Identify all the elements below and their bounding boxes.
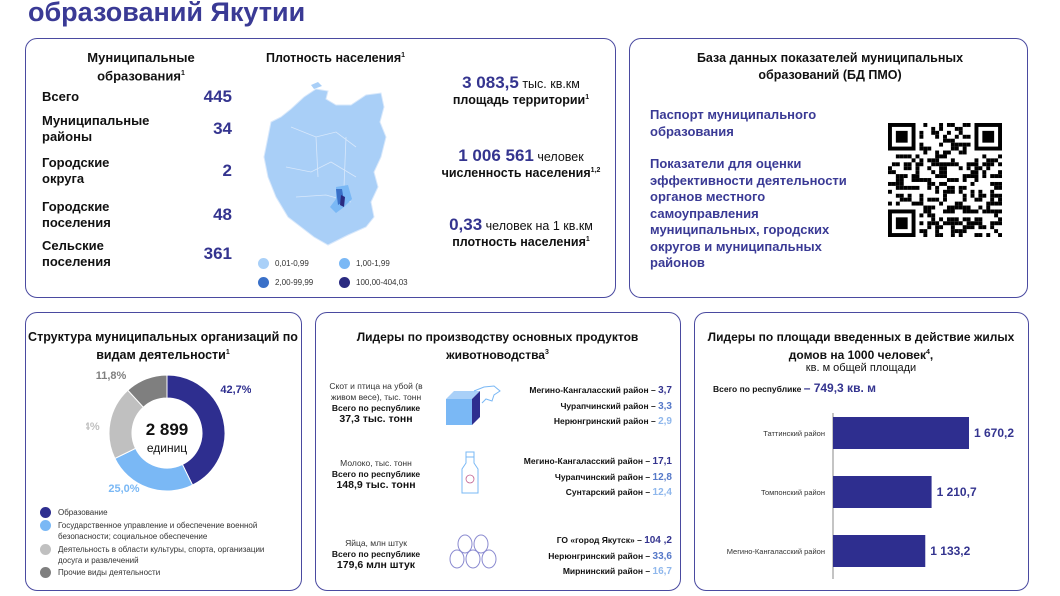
eggs-leaders: ГО «город Якутск» – 104 ,2 Нерюнгринский… xyxy=(472,533,672,580)
milk-bottle-icon xyxy=(461,451,479,494)
legend-swatch xyxy=(40,520,51,531)
bar xyxy=(833,417,969,449)
leader-row: Мирнинский район – 16,7 xyxy=(562,566,672,577)
donut-legend-item: Государственное управление и обеспечение… xyxy=(40,520,290,542)
db-heading: База данных показателей муниципальных об… xyxy=(696,51,964,82)
donut-center-value: 2 899 xyxy=(145,420,189,439)
donut-legend-item: Деятельность в области культуры, спорта,… xyxy=(40,544,290,566)
qr-code-icon[interactable] xyxy=(888,123,1002,237)
meat-cube-cow-icon xyxy=(446,385,501,425)
livestock-panel: Лидеры по производству основных продукто… xyxy=(315,312,681,591)
legend-swatch xyxy=(258,277,269,288)
map-legend-item: 2,00-99,99 xyxy=(258,277,313,288)
mo-value-districts: 34 xyxy=(213,119,232,138)
structure-donut-chart: 42,7% 25,0% 20,4% 11,8% xyxy=(86,370,251,495)
donut-slice-label: 20,4% xyxy=(86,421,100,433)
housing-panel: Лидеры по площади введенных в действие ж… xyxy=(694,312,1029,591)
leader-row: Нерюнгринский район – 33,6 xyxy=(548,550,672,562)
livestock-meat-label: Скот и птица на убой (в живом весе), тыс… xyxy=(329,381,423,425)
stat-area: 3 083,5 тыс. кв.км площадь территории1 xyxy=(452,73,590,107)
legend-swatch xyxy=(258,258,269,269)
municipal-heading: Муниципальные образования1 xyxy=(87,50,195,84)
livestock-eggs-label: Яйца, млн штук Всего по республике 179,6 м… xyxy=(331,538,421,571)
bar-value-label: 1 210,7 xyxy=(937,485,977,499)
bar xyxy=(833,476,932,508)
donut-legend-item: Прочие виды деятельности xyxy=(40,567,290,578)
leader-row: Мегино-Кангаласский район – 17,1 xyxy=(523,456,672,467)
leader-row: Чурапчинский район – 3,3 xyxy=(560,400,672,412)
passport-link[interactable]: Паспорт муниципального образования xyxy=(650,107,817,139)
donut-slice xyxy=(166,374,226,486)
legend-swatch xyxy=(339,277,350,288)
mo-row-urban-settlements: Городские поселения xyxy=(42,199,111,230)
mo-value-urban-settlements: 48 xyxy=(213,205,232,224)
mo-row-total: Всего 445 xyxy=(42,87,232,106)
leader-row: Нерюнгринский район – 2,9 xyxy=(553,416,672,427)
mo-value-urban-districts: 2 xyxy=(222,161,232,180)
bar-value-label: 1 670,2 xyxy=(974,426,1014,440)
bar-category-label: Таттинский район xyxy=(763,429,825,438)
legend-swatch xyxy=(40,507,51,518)
leader-row: Сунтарский район – 12,4 xyxy=(565,487,672,498)
livestock-heading: Лидеры по производству основных продукто… xyxy=(356,330,639,362)
donut-legend-item: Образование xyxy=(40,507,290,518)
overview-panel: Муниципальные образования1 Всего 445 Муни… xyxy=(25,38,616,298)
donut-slice-label: 25,0% xyxy=(108,483,139,495)
leader-row: Мегино-Кангаласский район – 3,7 xyxy=(529,385,672,396)
housing-subheading: кв. м общей площади xyxy=(805,362,917,374)
bar-value-label: 1 133,2 xyxy=(930,544,970,558)
map-legend-item: 100,00-404,03 xyxy=(339,277,408,288)
map-legend-item: 0,01-0,99 xyxy=(258,258,309,269)
eggs-icon xyxy=(449,534,497,569)
stat-population: 1 006 561 человек численность населения1,… xyxy=(441,146,601,180)
donut-center-unit: единиц xyxy=(146,441,188,455)
map-legend-item: 1,00-1,99 xyxy=(339,258,390,269)
page-title: образований Якутии xyxy=(28,0,306,27)
housing-bar-chart: Таттинский район 1 670,2 Томпонский район 1… xyxy=(727,413,1014,579)
map-heading: Плотность населения1 xyxy=(266,51,406,65)
legend-swatch xyxy=(40,544,51,555)
mo-row-districts: Муниципальные районы xyxy=(42,113,150,144)
structure-panel: Структура муниципальных организаций по в… xyxy=(25,312,302,591)
legend-swatch xyxy=(339,258,350,269)
bar-category-label: Томпонский район xyxy=(761,488,825,497)
leader-row: ГО «город Якутск» – 104 ,2 xyxy=(556,535,672,546)
stat-density: 0,33 человек на 1 кв.км плотность населен… xyxy=(449,215,593,249)
housing-total: Всего по республике – 749,3 кв. м xyxy=(713,381,876,395)
structure-heading: Структура муниципальных организаций по в… xyxy=(28,330,298,363)
database-panel: База данных показателей муниципальных об… xyxy=(629,38,1028,298)
mo-value-rural-settlements: 361 xyxy=(203,244,232,263)
bar xyxy=(833,535,926,567)
efficiency-indicators-link[interactable]: Показатели для оценки эффективности деят… xyxy=(650,156,847,270)
donut-slice-label: 42,7% xyxy=(220,384,251,396)
legend-swatch xyxy=(40,567,51,578)
mo-row-urban-districts: Городские округа xyxy=(42,155,110,186)
meat-leaders: Мегино-Кангаласский район – 3,7 Чурапчин… xyxy=(472,383,672,430)
donut-slice-label: 11,8% xyxy=(96,370,127,382)
bar-category-label: Мегино-Кангаласский район xyxy=(727,547,825,556)
housing-heading: Лидеры по площади введенных в действие ж… xyxy=(707,330,1015,362)
livestock-milk-label: Молоко, тыс. тонн Всего по республике 148,… xyxy=(331,458,421,491)
donut-slice xyxy=(127,374,168,408)
mo-row-rural-settlements: Сельские поселения xyxy=(42,238,111,269)
leader-row: Чурапчинский район – 12,8 xyxy=(554,471,672,483)
yakutia-density-map xyxy=(263,82,387,246)
milk-leaders: Мегино-Кангаласский район – 17,1 Чурапчи… xyxy=(472,454,672,501)
